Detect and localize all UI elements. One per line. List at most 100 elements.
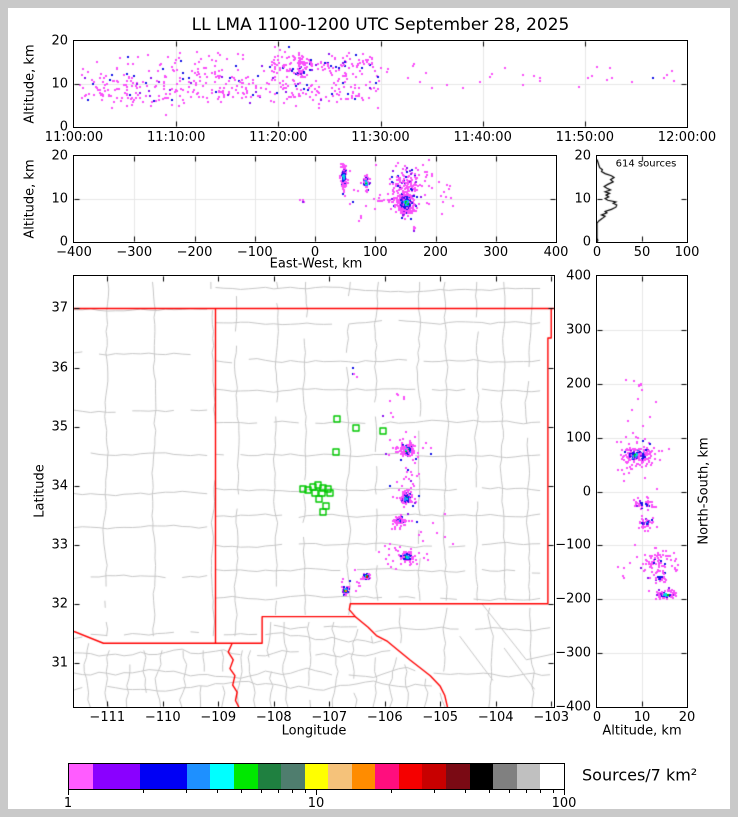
y-tick-label: 33	[51, 537, 68, 553]
x-tick-label: 200	[423, 245, 448, 260]
canvas-ns_alt	[597, 276, 687, 707]
colorbar-minor-tick	[391, 790, 392, 793]
x-tick-label: 11:10:00	[146, 130, 206, 145]
x-tick-label: 10	[633, 710, 651, 725]
x-tick-label: −105	[422, 710, 459, 725]
x-tick-label: 12:00:00	[657, 130, 717, 145]
y-tick-label: 10	[51, 191, 68, 207]
colorbar-minor-tick	[465, 790, 466, 793]
x-tick-label: 300	[483, 245, 509, 260]
colorbar-minor-tick	[241, 790, 242, 793]
x-tick-label: −107	[311, 710, 348, 725]
colorbar-minor-tick	[305, 790, 306, 793]
x-axis-label: Altitude, km	[602, 723, 682, 739]
x-tick-label: 11:50:00	[555, 130, 615, 145]
x-tick-label: −300	[116, 245, 153, 260]
colorbar-segment	[446, 764, 470, 789]
x-tick-label: −110	[144, 710, 181, 725]
x-tick-label: −111	[89, 710, 126, 725]
x-axis-label: East-West, km	[269, 256, 363, 272]
colorbar-tick-label: 1	[63, 796, 73, 811]
chart-title: LL LMA 1100-1200 UTC September 28, 2025	[191, 15, 570, 35]
y-tick-label: 34	[51, 478, 68, 494]
colorbar-segment	[233, 764, 258, 789]
colorbar-segment	[186, 764, 211, 789]
colorbar-segment	[92, 764, 140, 789]
x-tick-label: 0	[310, 245, 320, 260]
y-tick-label: 100	[566, 430, 591, 446]
x-tick-label: −103	[533, 710, 570, 725]
x-tick-label: −200	[176, 245, 213, 260]
colorbar-major-tick	[564, 790, 565, 795]
colorbar-segment	[257, 764, 282, 789]
sources-count-annotation: 614 sources	[615, 158, 677, 170]
y-tick-label: 35	[51, 419, 68, 435]
y-axis-label-right: North-South, km	[696, 437, 712, 545]
panel-map	[73, 275, 555, 708]
y-tick-label: 10	[574, 191, 591, 207]
x-tick-label: 50	[633, 245, 651, 260]
colorbar-segment	[516, 764, 541, 789]
colorbar-label: Sources/7 km²	[582, 765, 698, 785]
y-tick-label: 31	[51, 655, 68, 671]
colorbar-minor-tick	[143, 790, 144, 793]
colorbar-tick-label: 100	[551, 796, 577, 811]
y-tick-label: −400	[555, 699, 591, 715]
y-axis-label: Altitude, km	[22, 44, 38, 124]
canvas-map	[74, 276, 554, 707]
colorbar-minor-tick	[509, 790, 510, 793]
colorbar-minor-tick	[261, 790, 262, 793]
colorbar-major-tick	[316, 790, 317, 795]
y-tick-label: 0	[582, 234, 591, 250]
colorbar-minor-tick	[434, 790, 435, 793]
x-tick-label: 11:40:00	[453, 130, 512, 145]
panel-time_height	[73, 40, 688, 128]
x-tick-label: 400	[543, 245, 569, 260]
colorbar-tick-label: 10	[307, 796, 325, 811]
colorbar-segment	[375, 764, 399, 789]
colorbar-minor-tick	[278, 790, 279, 793]
colorbar-segment	[493, 764, 517, 789]
colorbar-major-tick	[68, 790, 69, 795]
canvas-histogram	[597, 156, 687, 242]
x-tick-label: 11:00:00	[44, 130, 104, 145]
y-axis-label: Altitude, km	[22, 159, 38, 239]
y-tick-label: 37	[51, 300, 68, 316]
y-tick-label: 200	[566, 376, 591, 392]
colorbar-minor-tick	[553, 790, 554, 793]
x-tick-label: −104	[477, 710, 514, 725]
x-tick-label: −106	[366, 710, 403, 725]
panel-ew_height	[73, 155, 557, 243]
colorbar-segment	[351, 764, 376, 789]
x-tick-label: 0	[592, 245, 602, 260]
colorbar-segment	[139, 764, 187, 789]
y-tick-label: 0	[582, 484, 591, 499]
colorbar-segment	[469, 764, 494, 789]
panel-histogram	[596, 155, 688, 243]
y-tick-label: 32	[51, 596, 68, 612]
y-tick-label: 10	[51, 76, 68, 92]
colorbar-segment	[328, 764, 352, 789]
x-tick-label: 11:30:00	[351, 130, 410, 145]
y-tick-label: −300	[555, 645, 591, 661]
colorbar-segment	[281, 764, 305, 789]
colorbar-minor-tick	[540, 790, 541, 793]
x-tick-label: −100	[236, 245, 273, 260]
colorbar-minor-tick	[217, 790, 218, 793]
colorbar-segment	[422, 764, 447, 789]
colorbar-segment	[210, 764, 234, 789]
y-tick-label: 400	[566, 268, 591, 284]
panel-ns_alt	[596, 275, 688, 708]
colorbar-minor-tick	[292, 790, 293, 793]
x-tick-label: −108	[255, 710, 292, 725]
x-tick-label: −109	[200, 710, 237, 725]
canvas-ew_height	[74, 156, 556, 242]
y-tick-label: 20	[51, 33, 68, 49]
colorbar-minor-tick	[186, 790, 187, 793]
colorbar-segment	[540, 764, 564, 789]
canvas-time_height	[74, 41, 687, 127]
colorbar-segment	[69, 764, 93, 789]
x-tick-label: 100	[674, 245, 700, 260]
y-tick-label: 300	[566, 322, 591, 338]
